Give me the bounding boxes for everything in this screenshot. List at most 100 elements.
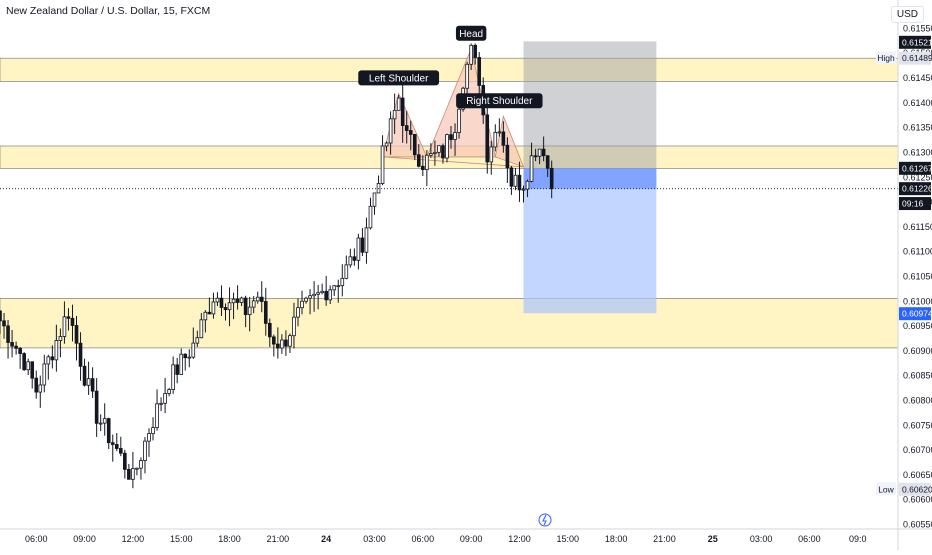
position-layer[interactable]: [523, 41, 657, 314]
candle-up: [372, 192, 377, 207]
candle-up: [179, 353, 184, 375]
candle-down: [14, 345, 18, 349]
candle-down: [74, 325, 79, 344]
candle-up: [388, 118, 393, 144]
candle-down: [243, 297, 248, 316]
candle-up: [425, 154, 429, 170]
candle-down: [235, 298, 240, 303]
candle-down: [10, 342, 14, 347]
price-tag-label: 0.60974: [902, 309, 932, 319]
candle-up: [312, 293, 316, 297]
time-tick-label: 09:00: [73, 534, 96, 544]
candle-down: [404, 125, 409, 131]
candle-up: [203, 311, 208, 321]
candle-up: [304, 297, 308, 302]
candle-down: [183, 353, 188, 359]
candle-up: [364, 227, 369, 253]
candle-up: [525, 180, 530, 190]
supply-demand-zone: [0, 57, 899, 82]
candle-down: [118, 448, 123, 454]
pattern-label: Right Shoulder: [466, 96, 533, 107]
candle-up: [171, 364, 175, 390]
candle-down: [408, 130, 413, 135]
candle-up: [46, 356, 51, 365]
candle-up: [320, 290, 324, 294]
time-tick-label: 06:00: [412, 534, 435, 544]
candle-down: [106, 418, 111, 444]
price-tag-box: [899, 307, 931, 321]
candle-up: [98, 422, 103, 425]
candle-down: [30, 361, 35, 379]
candle-down: [18, 347, 22, 354]
candle-up: [239, 297, 244, 303]
pattern-label-box: [358, 70, 440, 86]
time-tick-label: 12:00: [508, 534, 531, 544]
lightning-icon: [538, 513, 552, 527]
time-tick-label: 03:00: [363, 534, 386, 544]
candle-up: [489, 146, 494, 163]
time-tick-label: 09:00: [460, 534, 483, 544]
chart-title: New Zealand Dollar / U.S. Dollar, 15, FX…: [6, 5, 211, 17]
candle-down: [123, 452, 127, 470]
candle-up: [143, 440, 147, 461]
candle-down: [50, 356, 55, 361]
candle-up: [453, 132, 457, 140]
candle-up: [195, 337, 200, 344]
price-tag-label: 09:16: [902, 199, 924, 209]
candle-down: [284, 339, 288, 347]
candle-up: [163, 393, 167, 404]
candle-up: [396, 97, 401, 111]
candle-down: [114, 444, 119, 449]
price-tick-label: 0.61100: [903, 247, 932, 257]
candle-down: [78, 342, 83, 367]
candle-down: [412, 134, 417, 156]
candle-up: [167, 389, 171, 394]
candle-down: [416, 154, 421, 167]
currency-button[interactable]: USD: [890, 6, 924, 23]
candle-up: [102, 418, 107, 424]
side-label-box: [876, 482, 896, 496]
candle-up: [380, 145, 385, 184]
candle-up: [231, 298, 236, 304]
price-tick-label: 0.61150: [903, 222, 932, 232]
time-tick-label: 24: [321, 534, 331, 544]
candle-down: [207, 311, 212, 315]
time-tick-label: 15:00: [170, 534, 193, 544]
candle-down: [66, 316, 71, 319]
candle-up: [316, 292, 320, 295]
candle-up: [292, 316, 296, 337]
neckline: [382, 156, 524, 168]
candle-up: [344, 264, 349, 279]
candle-up: [433, 151, 437, 154]
candle-down: [549, 167, 554, 190]
supply-demand-zone: [0, 298, 899, 349]
price-tag-label: 0.61226: [902, 184, 932, 194]
time-axis[interactable]: 06:00 09:00 12:00 15:00 18:00 21:00 24 03:00 06:…: [0, 513, 932, 544]
candle-up: [215, 297, 220, 303]
candle-down: [94, 390, 99, 424]
candle-up: [493, 131, 498, 148]
candle-up: [497, 131, 502, 134]
time-tick-label: 18:00: [605, 534, 628, 544]
price-tag-label: 0.61521: [902, 37, 932, 47]
candle-down: [509, 167, 514, 187]
time-tick-label: 25: [708, 534, 718, 544]
candle-down: [400, 97, 405, 126]
candle-up: [384, 142, 389, 147]
candle-down: [477, 57, 482, 86]
candle-up: [437, 145, 441, 153]
price-tick-label: 0.61550: [903, 23, 932, 33]
price-tag-box: [899, 182, 931, 196]
candle-down: [34, 377, 39, 393]
